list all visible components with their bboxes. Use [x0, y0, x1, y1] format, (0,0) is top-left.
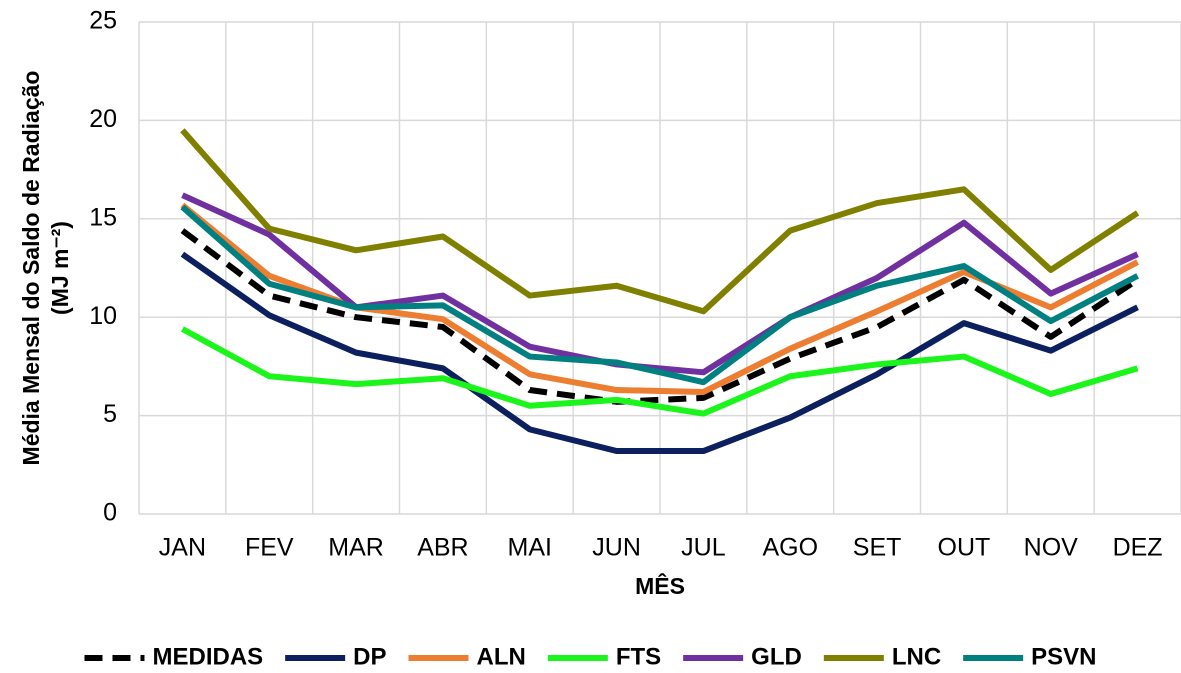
y-axis-title: Média Mensal do Saldo de Radiação: [18, 71, 44, 466]
series-line: [180, 251, 1139, 455]
legend-label: GLD: [751, 643, 802, 670]
y-tick-label: 25: [89, 7, 117, 35]
legend-label: LNC: [892, 643, 941, 670]
y-tick-label: 5: [103, 400, 117, 428]
y-axis-unit: (MJ m⁻²): [47, 221, 73, 315]
x-tick-label: FEV: [245, 534, 294, 562]
x-tick-label: MAR: [328, 534, 384, 562]
y-tick-label: 10: [89, 302, 117, 330]
x-axis-title: MÊS: [635, 572, 685, 599]
legend-label: DP: [353, 643, 386, 670]
legend-label: FTS: [616, 643, 661, 670]
y-tick-label: 15: [89, 203, 117, 231]
series-line: [180, 326, 1139, 417]
x-tick-label: ABR: [417, 534, 468, 562]
x-tick-label: NOV: [1024, 534, 1079, 562]
x-tick-label: MAI: [508, 534, 552, 562]
y-tick-label: 0: [103, 499, 117, 527]
legend-label: PSVN: [1031, 643, 1096, 670]
x-tick-label: AGO: [762, 534, 818, 562]
x-tick-label: SET: [853, 534, 902, 562]
x-tick-label: OUT: [938, 534, 991, 562]
x-tick-label: DEZ: [1113, 534, 1163, 562]
x-tick-label: JUL: [681, 534, 726, 562]
series-line: [180, 228, 1140, 405]
legend-label: ALN: [477, 643, 526, 670]
y-tick-label: 20: [89, 105, 117, 133]
series-line: [180, 204, 1139, 386]
legend-label: MEDIDAS: [152, 643, 263, 670]
series-line: [180, 128, 1140, 315]
x-tick-label: JUN: [592, 534, 641, 562]
x-tick-label: JAN: [159, 534, 206, 562]
series-line: [181, 192, 1139, 376]
